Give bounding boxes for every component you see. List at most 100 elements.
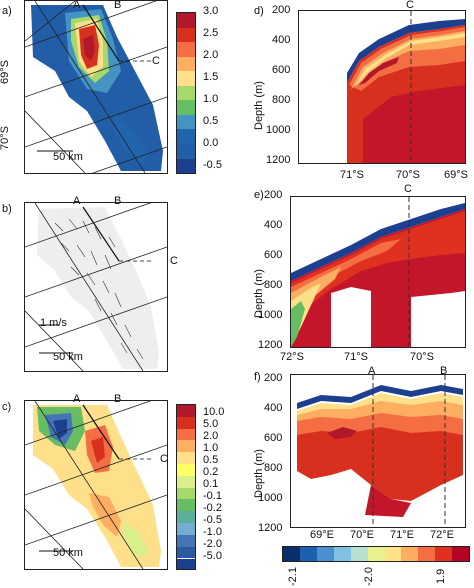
colorbar-c-tick: 1.0 (203, 442, 219, 454)
tracer-map-c (25, 401, 167, 569)
point-a-label-b: A (73, 195, 81, 207)
section-d-xtick: 70°S (396, 169, 420, 181)
colorbar-a-seg (177, 13, 195, 28)
colorbar-c-tick: 0.1 (203, 478, 219, 490)
section-e-ytick: 1200 (258, 339, 283, 351)
bottom-colorbar-seg (333, 547, 351, 561)
colorbar-a (176, 12, 196, 174)
section-panel-d (298, 10, 466, 164)
section-f-ytick: 200 (264, 372, 283, 384)
section-e-ytick: 400 (264, 219, 283, 231)
colorbar-a-seg (177, 158, 195, 173)
colorbar-c-seg (177, 499, 195, 512)
section-f-ytick: 400 (264, 402, 283, 414)
colorbar-c-tick: 10.0 (203, 406, 225, 418)
velocity-map-b (25, 203, 167, 371)
colorbar-a-tick: 3.0 (203, 5, 219, 17)
point-c-label-d: C (406, 0, 414, 11)
colorbar-c-tick: -5.0 (203, 550, 222, 562)
section-e-xtick: 71°S (344, 351, 368, 363)
section-e-ytick: 600 (264, 249, 283, 261)
colorbar-c-tick: -0.5 (203, 514, 222, 526)
panel-label-e: e) (254, 189, 264, 201)
colorbar-a-seg (177, 85, 195, 101)
section-panel-f (290, 374, 466, 528)
scale-bar-label: 50 km (53, 151, 83, 163)
colorbar-c-seg (177, 440, 195, 453)
panel-label-b: b) (2, 203, 12, 215)
section-f-xtick: 70°E (350, 529, 374, 541)
panel-label-d: d) (254, 5, 264, 17)
colorbar-a-seg (177, 114, 195, 130)
colorbar-c-seg (177, 428, 195, 441)
panel-label-a: a) (2, 5, 12, 17)
section-f-ytick: 800 (264, 462, 283, 474)
colorbar-c-seg (177, 487, 195, 500)
map-panel-b (24, 202, 168, 372)
colorbar-a-seg (177, 56, 195, 72)
colorbar-a-tick: 1.0 (203, 93, 219, 105)
colorbar-a-tick: 0.0 (203, 137, 219, 149)
section-f-plot (297, 375, 463, 527)
section-d-ytick: 200 (272, 4, 291, 16)
temperature-map-a (25, 1, 167, 173)
colorbar-c-tick: 2.0 (203, 430, 219, 442)
section-d-xtick: 69°S (444, 169, 468, 181)
colorbar-a-seg (177, 42, 195, 57)
section-f-xtick: 71°E (390, 529, 414, 541)
colorbar-a-seg (177, 129, 195, 145)
section-d-ytick: 600 (272, 64, 291, 76)
point-c-label-b: C (170, 255, 178, 267)
section-d-plot (347, 11, 465, 163)
point-b-label: B (114, 0, 122, 11)
colorbar-a-seg (177, 144, 195, 159)
colorbar-c-seg (177, 546, 195, 559)
colorbar-a-seg (177, 27, 195, 43)
map-panel-c (24, 400, 168, 570)
section-e-xtick: 70°S (410, 351, 434, 363)
bottom-colorbar-seg (316, 547, 334, 561)
section-panel-e (290, 196, 466, 348)
section-e-plot (291, 197, 465, 347)
panel-label-f: f) (254, 371, 261, 383)
point-a-label-f: A (368, 365, 376, 377)
section-d-ylabel: Depth (m) (253, 81, 265, 130)
section-d-ytick: 1200 (266, 154, 291, 166)
section-d-xtick: 71°S (340, 169, 364, 181)
point-c-label-e: C (404, 183, 412, 195)
section-e-ytick: 200 (264, 189, 283, 201)
point-b-label-f: B (440, 365, 448, 377)
colorbar-c-seg (177, 416, 195, 429)
colorbar-c-seg (177, 475, 195, 488)
section-e-xtick: 72°S (280, 351, 304, 363)
colorbar-c (176, 404, 196, 570)
panel-label-c: c) (2, 401, 12, 413)
colorbar-c-tick: -2.0 (203, 538, 222, 550)
colorbar-c-seg (177, 452, 195, 465)
colorbar-c-tick: 0.5 (203, 454, 219, 466)
colorbar-a-tick: 0.5 (203, 115, 219, 127)
lat-label-69-a: 69°S (0, 60, 11, 84)
colorbar-a-seg (177, 71, 195, 86)
colorbar-c-seg (177, 523, 195, 535)
colorbar-a-tick: -0.5 (203, 159, 222, 171)
point-c-label-c: C (160, 453, 168, 465)
section-f-ytick: 1000 (258, 492, 283, 504)
colorbar-a-tick: 2.0 (203, 49, 219, 61)
bottom-colorbar (282, 546, 470, 562)
colorbar-a-seg (177, 100, 195, 115)
point-c-label: C (152, 55, 160, 67)
section-d-ytick: 800 (272, 94, 291, 106)
point-a-label-c: A (73, 393, 81, 405)
bottom-colorbar-seg (350, 547, 368, 561)
point-b-label-b: B (114, 195, 122, 207)
section-d-ytick: 400 (272, 34, 291, 46)
colorbar-c-tick: -1.0 (203, 526, 222, 538)
colorbar-c-seg (177, 558, 195, 569)
section-f-xtick: 69°E (310, 529, 334, 541)
section-e-ytick: 1000 (258, 309, 283, 321)
bottom-colorbar-tick: 1.9 (435, 568, 447, 584)
section-f-xtick: 72°E (430, 529, 454, 541)
bottom-colorbar-seg (367, 547, 385, 561)
bottom-colorbar-tick: -2.0 (363, 567, 375, 586)
